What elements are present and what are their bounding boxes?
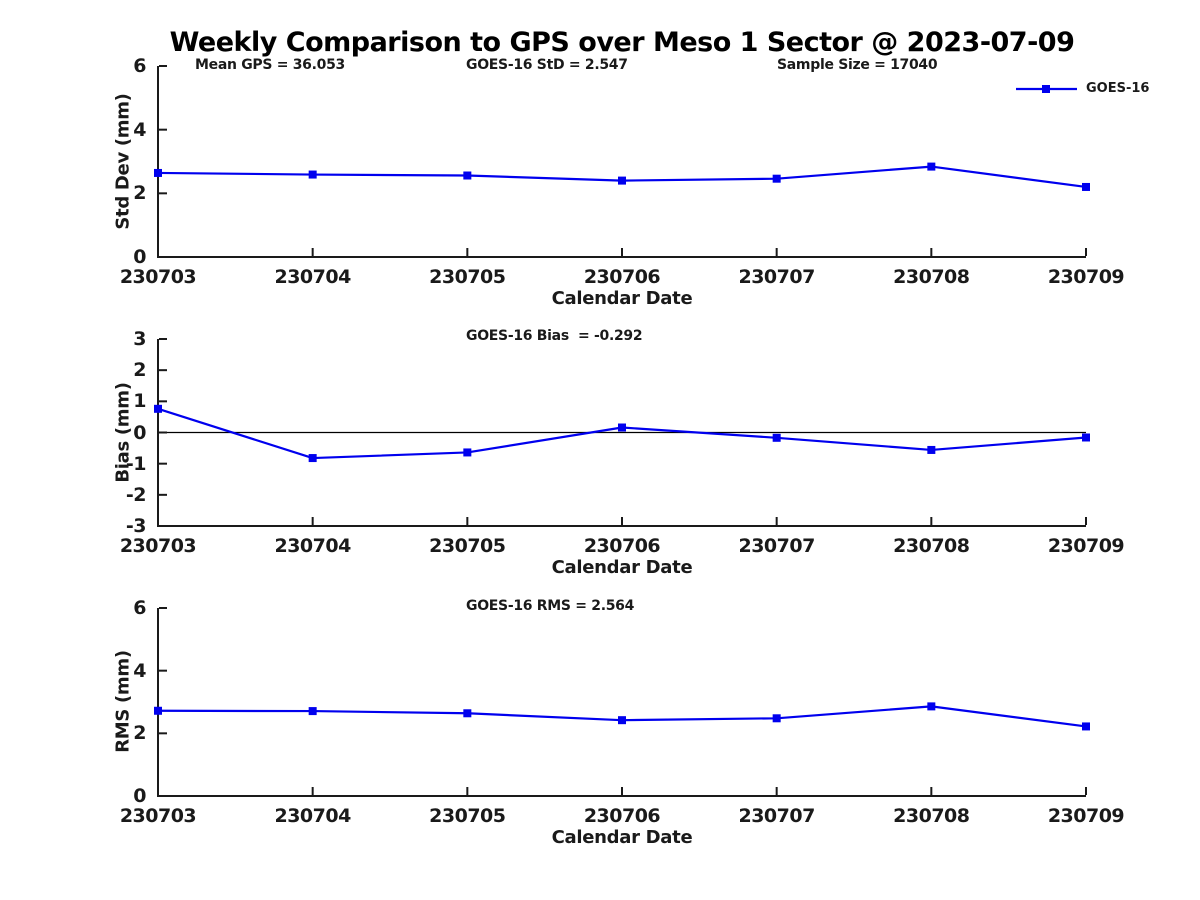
x-tick-label: 230707 [738,805,815,827]
y-tick-label: 2 [133,182,146,205]
y-tick-label: 0 [133,785,146,807]
data-point-marker [308,454,317,463]
x-tick-label: 230706 [583,535,661,557]
data-line-goes-16 [157,407,1087,460]
data-point-marker [154,168,162,177]
x-tick-label: 230705 [429,266,506,288]
data-point-marker [154,404,162,413]
data-point-marker [772,174,781,183]
y-tick-label: 4 [133,118,146,141]
chart-annotation: GOES-16 StD = 2.547 [466,57,628,73]
y-tick-label: -2 [125,483,147,506]
figure-title: Weekly Comparison to GPS over Meso 1 Sec… [169,27,1075,58]
x-tick-label: 230706 [583,266,661,288]
axis-spines [157,339,1086,527]
y-axis-label: Std Dev (mm) [112,92,134,230]
x-axis-label: Calendar Date [551,557,693,578]
plot-area-rms [154,607,1090,797]
y-tick-label: 1 [133,390,146,413]
chart-annotation: Mean GPS = 36.053 [195,57,345,73]
data-point-marker [154,706,162,715]
data-point-marker [308,707,317,716]
legend-marker-icon [1042,85,1050,93]
x-axis-label: Calendar Date [551,827,693,848]
x-tick-label: 230703 [119,535,197,557]
chart-annotation: GOES-16 RMS = 2.564 [466,598,635,614]
axis-spines [157,608,1086,797]
x-tick-label: 230708 [893,535,970,557]
x-tick-label: 230707 [738,266,815,288]
data-point-marker [618,716,626,725]
data-point-marker [463,171,472,180]
y-tick-label: -3 [125,515,147,537]
data-point-marker [463,709,472,718]
plot-area-bias [154,338,1090,527]
y-tick-label: -1 [125,452,147,475]
y-tick-label: 6 [133,55,146,77]
data-point-marker [1082,722,1090,731]
chart-annotation: Sample Size = 17040 [777,57,938,73]
y-axis-label: RMS (mm) [112,650,134,753]
data-point-marker [1082,433,1090,442]
plot-area-std-dev [154,65,1090,258]
legend-label: GOES-16 [1086,81,1150,96]
x-tick-label: 230705 [429,805,506,827]
x-tick-label: 230706 [583,805,661,827]
y-axis-label: Bias (mm) [112,381,134,483]
y-tick-label: 3 [133,328,146,350]
data-point-marker [1082,182,1090,191]
axis-spines [157,66,1086,258]
data-point-marker [463,448,472,457]
y-tick-label: 0 [133,421,146,444]
data-point-marker [618,176,626,185]
data-point-marker [927,445,936,454]
data-point-marker [618,423,626,432]
y-tick-label: 2 [133,722,146,745]
x-tick-label: 230709 [1047,535,1125,557]
x-tick-label: 230708 [893,805,970,827]
y-tick-label: 4 [133,659,146,682]
x-axis-label: Calendar Date [551,288,693,309]
x-tick-label: 230704 [274,805,351,827]
chart-annotation: GOES-16 Bias = -0.292 [466,328,643,344]
x-tick-label: 230703 [119,266,197,288]
y-tick-label: 0 [133,246,146,268]
data-point-marker [772,433,781,442]
x-tick-label: 230707 [738,535,815,557]
data-point-marker [772,714,781,723]
x-tick-label: 230709 [1047,805,1125,827]
x-tick-label: 230704 [274,535,351,557]
data-point-marker [308,170,317,179]
y-tick-label: 2 [133,359,146,382]
data-point-marker [927,702,936,711]
chart-std-dev: 0 2 4 6 230703 230704 230705 230706 230707 230708… [0,0,1200,320]
x-tick-label: 230703 [119,805,197,827]
y-tick-label: 6 [133,597,146,619]
data-point-marker [927,162,936,171]
x-tick-label: 230704 [274,266,351,288]
chart-rms: 0 2 4 6 230703 230704 230705 230706 230707 230708… [0,590,1200,860]
x-tick-label: 230709 [1047,266,1125,288]
chart-bias: 3 2 1 0 -1 -2 -3 230703 230704 230705 230706 230707… [0,320,1200,590]
x-tick-label: 230708 [893,266,970,288]
x-tick-label: 230705 [429,535,506,557]
